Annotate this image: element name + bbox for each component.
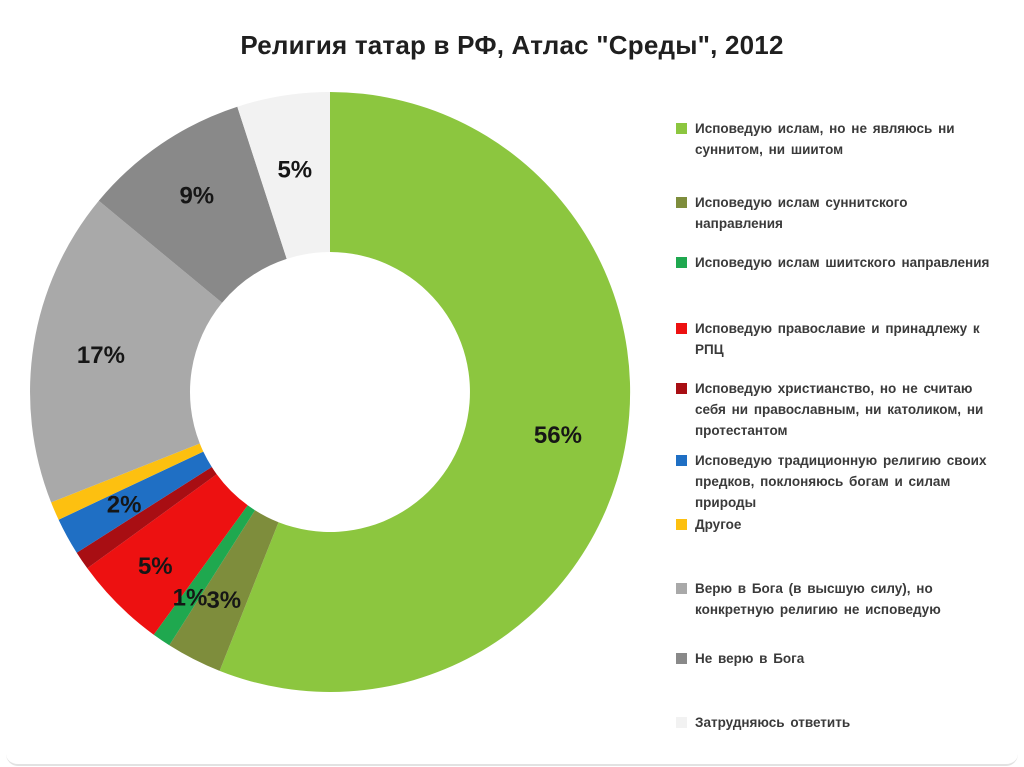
pie-slice-10 [237,92,330,259]
pie-slice-8 [30,200,223,503]
pie-slice-1 [219,91,631,692]
legend-swatch [676,519,687,530]
legend-swatch [676,717,687,728]
legend-label: Другое [695,517,742,532]
legend-item-2: Исповедую ислам суннитского направления [676,192,998,234]
legend-swatch [676,123,687,134]
pie-slice-2 [169,510,279,671]
legend-label: Исповедую ислам, но не являюсь ни суннит… [695,121,955,157]
legend-item-6: Исповедую традиционную религию своих пре… [676,450,998,513]
legend-swatch [676,323,687,334]
chart-title: Религия татар в РФ, Атлас "Среды", 2012 [240,30,784,60]
legend-label: Исповедую традиционную религию своих пре… [695,453,987,510]
pie-slice-7 [51,443,204,520]
legend-label: Исповедую ислам суннитского направления [695,195,908,231]
pie-data-label: 17% [77,342,125,369]
pie-slice-5 [76,467,217,569]
legend-item-5: Исповедую христианство, но не считаю себ… [676,378,998,441]
legend-swatch [676,383,687,394]
pie-data-label: 1% [173,584,208,611]
legend-item-7: Другое [676,514,998,535]
legend-item-3: Исповедую ислам шиитского направления [676,252,998,273]
legend-label: Затрудняюсь ответить [695,715,851,730]
legend-swatch [676,583,687,594]
legend-label: Не верю в Бога [695,651,805,666]
legend-item-4: Исповедую православие и принадлежу к РПЦ [676,318,998,360]
pie-data-label: 3% [206,587,241,614]
legend-swatch [676,653,687,664]
pie-slice-3 [153,505,255,646]
pie-data-label: 56% [534,422,582,449]
legend-swatch [676,455,687,466]
pie-slice-9 [98,106,287,303]
legend-label: Исповедую ислам шиитского направления [695,255,990,270]
legend-label: Исповедую христианство, но не считаю себ… [695,381,984,438]
pie-slice-4 [87,474,248,635]
chart-legend: Исповедую ислам, но не являюсь ни суннит… [676,108,1006,763]
legend-swatch [676,197,687,208]
pie-slice-6 [58,451,212,553]
legend-item-1: Исповедую ислам, но не являюсь ни суннит… [676,118,998,160]
legend-label: Исповедую православие и принадлежу к РПЦ [695,321,980,357]
pie-data-label: 2% [107,492,142,519]
pie-data-label: 5% [277,156,312,183]
legend-label: Верю в Бога (в высшую силу), но конкретн… [695,581,941,617]
legend-item-10: Затрудняюсь ответить [676,712,998,733]
pie-data-label: 5% [138,553,173,580]
legend-item-8: Верю в Бога (в высшую силу), но конкретн… [676,578,998,620]
legend-item-9: Не верю в Бога [676,648,998,669]
pie-data-label: 9% [179,183,214,210]
legend-swatch [676,257,687,268]
